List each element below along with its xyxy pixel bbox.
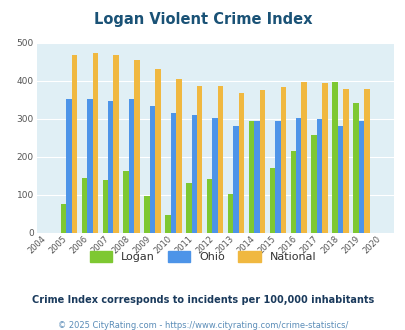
Bar <box>280 87 285 233</box>
Bar <box>290 151 295 233</box>
Bar <box>165 215 170 233</box>
Bar <box>217 86 223 233</box>
Bar <box>238 93 244 233</box>
Bar <box>170 113 176 233</box>
Bar <box>342 89 348 233</box>
Bar <box>108 101 113 233</box>
Bar <box>81 178 87 233</box>
Bar <box>227 194 233 233</box>
Bar <box>358 121 363 233</box>
Bar <box>123 171 128 233</box>
Bar <box>363 89 369 233</box>
Bar <box>207 179 212 233</box>
Bar <box>295 118 301 233</box>
Bar <box>134 60 139 233</box>
Bar <box>332 82 337 233</box>
Bar <box>337 126 342 233</box>
Bar <box>259 89 264 233</box>
Bar <box>71 55 77 233</box>
Bar <box>87 99 92 233</box>
Bar <box>149 106 155 233</box>
Bar <box>233 126 238 233</box>
Bar <box>113 55 119 233</box>
Bar <box>92 53 98 233</box>
Bar <box>248 121 254 233</box>
Bar <box>185 183 191 233</box>
Bar <box>316 119 322 233</box>
Bar <box>102 180 108 233</box>
Bar <box>61 204 66 233</box>
Bar <box>144 196 149 233</box>
Text: Logan Violent Crime Index: Logan Violent Crime Index <box>94 12 311 26</box>
Bar <box>275 121 280 233</box>
Bar <box>212 118 217 233</box>
Bar <box>352 103 358 233</box>
Legend: Logan, Ohio, National: Logan, Ohio, National <box>85 247 320 267</box>
Bar <box>155 69 160 233</box>
Text: © 2025 CityRating.com - https://www.cityrating.com/crime-statistics/: © 2025 CityRating.com - https://www.city… <box>58 321 347 330</box>
Bar <box>301 82 306 233</box>
Bar <box>322 83 327 233</box>
Text: Crime Index corresponds to incidents per 100,000 inhabitants: Crime Index corresponds to incidents per… <box>32 295 373 305</box>
Bar <box>311 135 316 233</box>
Bar <box>66 99 71 233</box>
Bar <box>269 168 275 233</box>
Bar <box>176 79 181 233</box>
Bar <box>254 121 259 233</box>
Bar <box>196 86 202 233</box>
Bar <box>128 99 134 233</box>
Bar <box>191 115 196 233</box>
